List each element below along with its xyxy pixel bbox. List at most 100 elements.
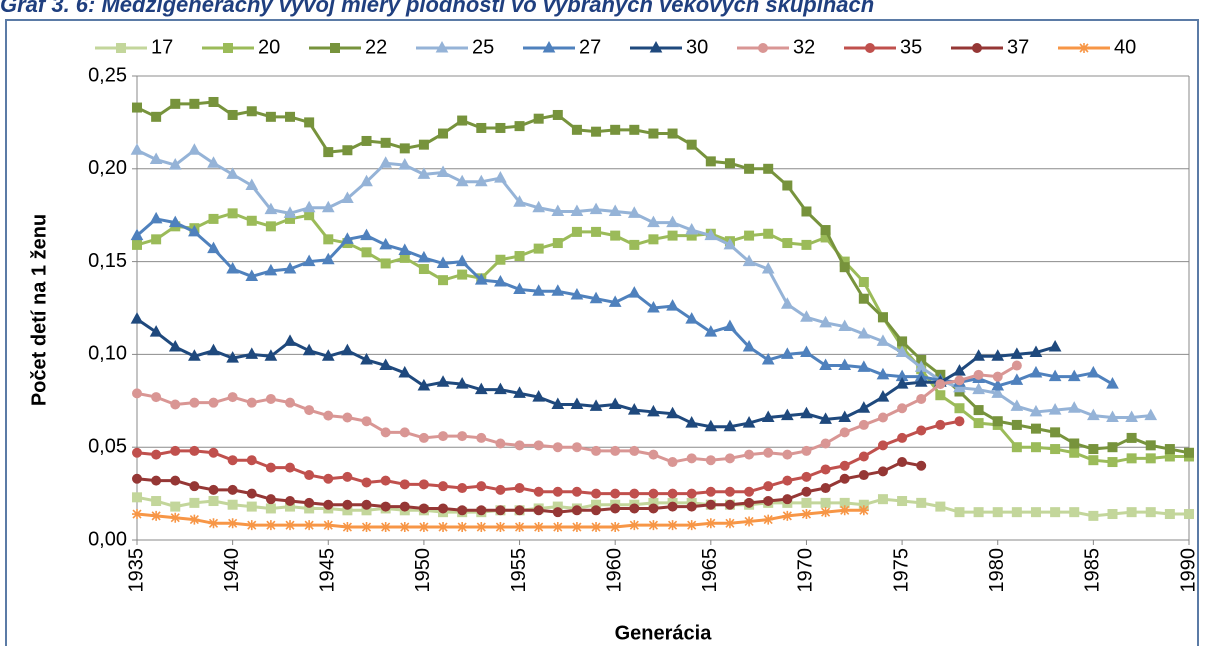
data-point bbox=[1069, 438, 1080, 449]
data-point bbox=[532, 390, 546, 402]
data-point bbox=[782, 449, 793, 460]
data-point bbox=[744, 230, 755, 241]
data-point bbox=[877, 412, 888, 423]
data-point bbox=[820, 497, 831, 508]
data-point bbox=[954, 375, 965, 386]
data-point bbox=[1010, 373, 1024, 385]
data-point bbox=[570, 287, 584, 300]
data-point bbox=[1067, 369, 1081, 382]
data-point bbox=[820, 483, 831, 494]
data-point bbox=[591, 126, 602, 137]
data-point bbox=[476, 522, 487, 533]
data-point bbox=[379, 156, 393, 168]
data-point bbox=[667, 501, 678, 512]
data-point bbox=[189, 514, 200, 525]
data-point bbox=[342, 412, 353, 423]
data-point bbox=[897, 432, 908, 443]
data-point bbox=[1029, 365, 1043, 378]
data-point bbox=[686, 488, 697, 499]
legend-marker bbox=[1079, 43, 1089, 53]
data-point bbox=[208, 447, 219, 458]
data-point bbox=[132, 473, 142, 484]
legend-marker bbox=[223, 43, 233, 53]
data-point bbox=[723, 319, 737, 332]
data-point bbox=[857, 326, 871, 339]
data-point bbox=[761, 352, 775, 365]
data-point bbox=[132, 239, 142, 250]
data-point bbox=[1010, 347, 1024, 359]
legend-marker bbox=[865, 43, 875, 53]
data-point bbox=[399, 501, 410, 512]
data-point bbox=[302, 200, 316, 213]
data-point bbox=[608, 204, 622, 216]
data-point bbox=[457, 115, 468, 126]
data-point bbox=[610, 230, 621, 241]
legend-label: 40 bbox=[1114, 36, 1136, 58]
data-point bbox=[1067, 401, 1081, 413]
data-point bbox=[1029, 404, 1043, 417]
data-point bbox=[648, 503, 659, 514]
data-point bbox=[476, 481, 487, 492]
data-point bbox=[629, 124, 640, 135]
data-point bbox=[380, 258, 391, 269]
data-point bbox=[953, 364, 966, 376]
data-point bbox=[820, 225, 831, 236]
data-point bbox=[935, 390, 946, 401]
data-point bbox=[801, 486, 812, 497]
data-point bbox=[265, 111, 276, 122]
chart-frame bbox=[5, 19, 1199, 646]
data-point bbox=[991, 378, 1005, 391]
data-point bbox=[514, 522, 525, 533]
data-point bbox=[285, 397, 296, 408]
data-point bbox=[839, 473, 850, 484]
data-point bbox=[341, 343, 354, 356]
data-point bbox=[1048, 339, 1062, 352]
data-point bbox=[724, 158, 735, 169]
data-point bbox=[1030, 423, 1041, 434]
data-point bbox=[418, 432, 429, 443]
data-point bbox=[819, 315, 832, 328]
data-point bbox=[130, 143, 144, 155]
data-point bbox=[551, 397, 565, 410]
data-point bbox=[436, 165, 450, 178]
x-tick-label: 1990 bbox=[1177, 548, 1199, 593]
data-point bbox=[763, 496, 774, 507]
data-point bbox=[285, 462, 296, 473]
data-point bbox=[877, 494, 888, 505]
data-point bbox=[608, 397, 622, 410]
data-point bbox=[1184, 509, 1194, 520]
data-point bbox=[858, 451, 869, 462]
data-point bbox=[533, 486, 544, 497]
data-point bbox=[342, 499, 353, 510]
legend-label: 20 bbox=[258, 36, 280, 58]
data-point bbox=[495, 254, 506, 265]
data-point bbox=[897, 403, 908, 414]
data-point bbox=[744, 516, 755, 527]
data-point bbox=[744, 497, 755, 508]
data-point bbox=[208, 96, 219, 107]
data-point bbox=[858, 419, 869, 430]
data-point bbox=[782, 238, 793, 249]
data-point bbox=[916, 425, 927, 436]
data-point bbox=[724, 499, 735, 510]
data-point bbox=[227, 518, 238, 529]
data-point bbox=[246, 488, 257, 499]
data-point bbox=[151, 111, 162, 122]
data-point bbox=[170, 399, 181, 410]
data-point bbox=[648, 449, 659, 460]
data-point bbox=[647, 300, 660, 313]
data-point bbox=[302, 254, 316, 267]
data-point bbox=[571, 124, 582, 135]
data-point bbox=[533, 243, 544, 254]
data-point bbox=[589, 202, 603, 215]
data-point bbox=[705, 518, 716, 529]
data-point bbox=[916, 460, 927, 471]
data-point bbox=[935, 501, 946, 512]
data-point bbox=[1011, 419, 1022, 430]
data-point bbox=[589, 291, 603, 304]
data-point bbox=[532, 200, 546, 213]
data-point bbox=[1048, 403, 1062, 415]
data-point bbox=[857, 360, 871, 372]
data-point bbox=[667, 230, 678, 241]
y-axis-title: Počet detí na 1 ženu bbox=[28, 214, 50, 406]
